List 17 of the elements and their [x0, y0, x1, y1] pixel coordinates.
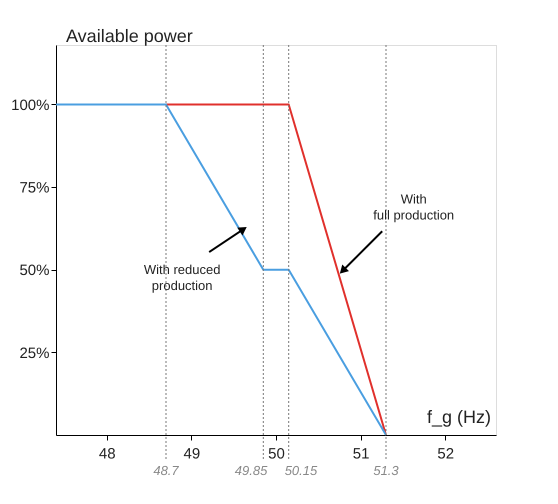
- ref-line-label: 51.3: [373, 463, 400, 478]
- y-tick-label: 75%: [19, 180, 50, 197]
- ref-line-label: 48.7: [153, 463, 180, 478]
- x-tick-label: 49: [184, 446, 200, 462]
- y-tick-label: 25%: [19, 344, 50, 362]
- annotation: With reduced production: [144, 262, 220, 294]
- ref-line-label: 49.85: [234, 463, 268, 478]
- ref-line-label: 50.15: [284, 463, 318, 478]
- y-axis-title: Available power: [66, 26, 193, 46]
- annotation: With full production: [373, 192, 454, 223]
- x-axis-title: f_g (Hz): [426, 407, 491, 427]
- x-tick-label: 51: [352, 446, 370, 462]
- y-tick-label: 100%: [11, 96, 50, 114]
- x-tick-label: 50: [268, 446, 285, 462]
- x-tick-label: 52: [437, 446, 454, 462]
- x-tick-label: 48: [98, 446, 116, 462]
- y-tick-label: 50%: [19, 262, 50, 280]
